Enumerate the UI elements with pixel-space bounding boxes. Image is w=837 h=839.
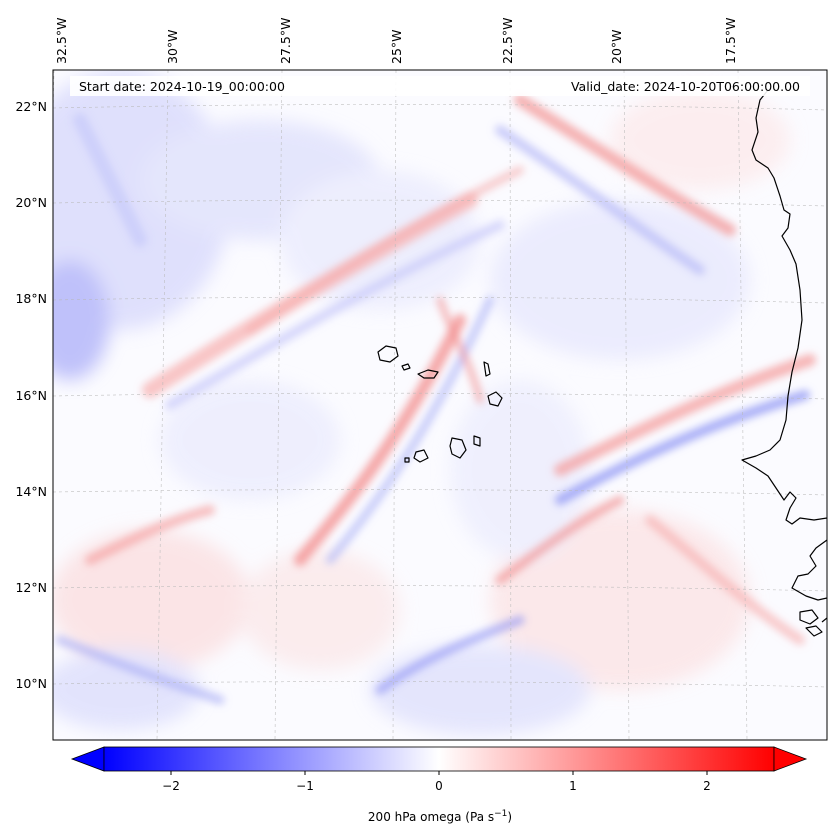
lat-label: 18°N [15,291,47,306]
colorbar-extend-max [773,746,808,772]
colorbar-title-main: 200 hPa omega (Pa s [368,810,494,824]
island-sao-nicolau [417,369,439,379]
lon-label: 17.5°W [723,18,738,64]
meridian-22-5w [509,70,512,740]
lat-label: 10°N [15,676,47,691]
parallel-12n [53,585,827,592]
meridian-17-5w [737,70,748,740]
colorbar-title-end: ) [507,810,512,824]
start-date-label: Start date: 2024-10-19_00:00:00 [79,79,285,94]
lon-label: 22.5°W [500,18,515,64]
guinea-bissau-islands [799,609,827,637]
colorbar: −2 −1 0 1 2 200 hPa omega (Pa s−1) [70,746,808,824]
lon-label: 27.5°W [278,18,293,64]
parallel-20n [53,199,827,207]
meridian-27-5w [274,70,283,740]
parallel-18n [53,296,827,304]
lon-label: 20°W [609,29,624,64]
colorbar-title-sup: −1 [494,809,507,819]
colorbar-tick-label: −2 [162,779,180,793]
meridian-25w [392,70,397,740]
date-label-strip [70,76,810,96]
coastlines [377,89,827,637]
lat-label: 14°N [15,484,47,499]
lon-label: 32.5°W [54,18,69,64]
meridian-32-5w [53,70,55,133]
senegal-gambia-coast [791,539,827,601]
lat-label: 16°N [15,388,47,403]
colorbar-tick-label: 1 [569,779,577,793]
lon-label: 30°W [165,29,180,64]
colorbar-extend-min [70,746,105,772]
island-brava [404,457,410,463]
island-boa-vista [487,391,503,407]
lon-label: 25°W [389,29,404,64]
island-santo-antao [377,345,399,363]
latitude-labels: 22°N 20°N 18°N 16°N 14°N 12°N 10°N [15,99,47,691]
island-fogo [413,449,429,463]
parallel-10n [53,681,827,688]
meridian-20w [623,70,630,740]
map-frame [52,69,828,741]
meridian-30w [156,70,169,740]
colorbar-tick-label: −1 [296,779,314,793]
parallel-22n [53,104,827,111]
lat-label: 12°N [15,580,47,595]
africa-coast [741,89,827,525]
omega-bands [55,94,816,705]
island-sal [483,361,491,377]
colorbar-gradient [103,746,775,772]
omega-broad-field [53,70,790,735]
colorbar-tick-label: 2 [703,779,711,793]
longitude-labels: 32.5°W 30°W 27.5°W 25°W 22.5°W 20°W 17.5… [54,18,738,64]
island-maio [473,435,481,447]
colorbar-ticks [170,771,708,775]
lat-label: 20°N [15,195,47,210]
lat-label: 22°N [15,99,47,114]
parallel-16n [53,392,827,400]
colorbar-title: 200 hPa omega (Pa s−1) [368,809,512,824]
parallel-14n [53,489,827,496]
colorbar-tick-label: 0 [435,779,443,793]
island-santiago [449,437,467,459]
map-plot-area: Start date: 2024-10-19_00:00:00 Valid_da… [53,70,827,740]
valid-date-label: Valid_date: 2024-10-20T06:00:00.00 [571,79,800,94]
graticule [53,70,827,740]
island-sao-vicente [401,363,411,371]
